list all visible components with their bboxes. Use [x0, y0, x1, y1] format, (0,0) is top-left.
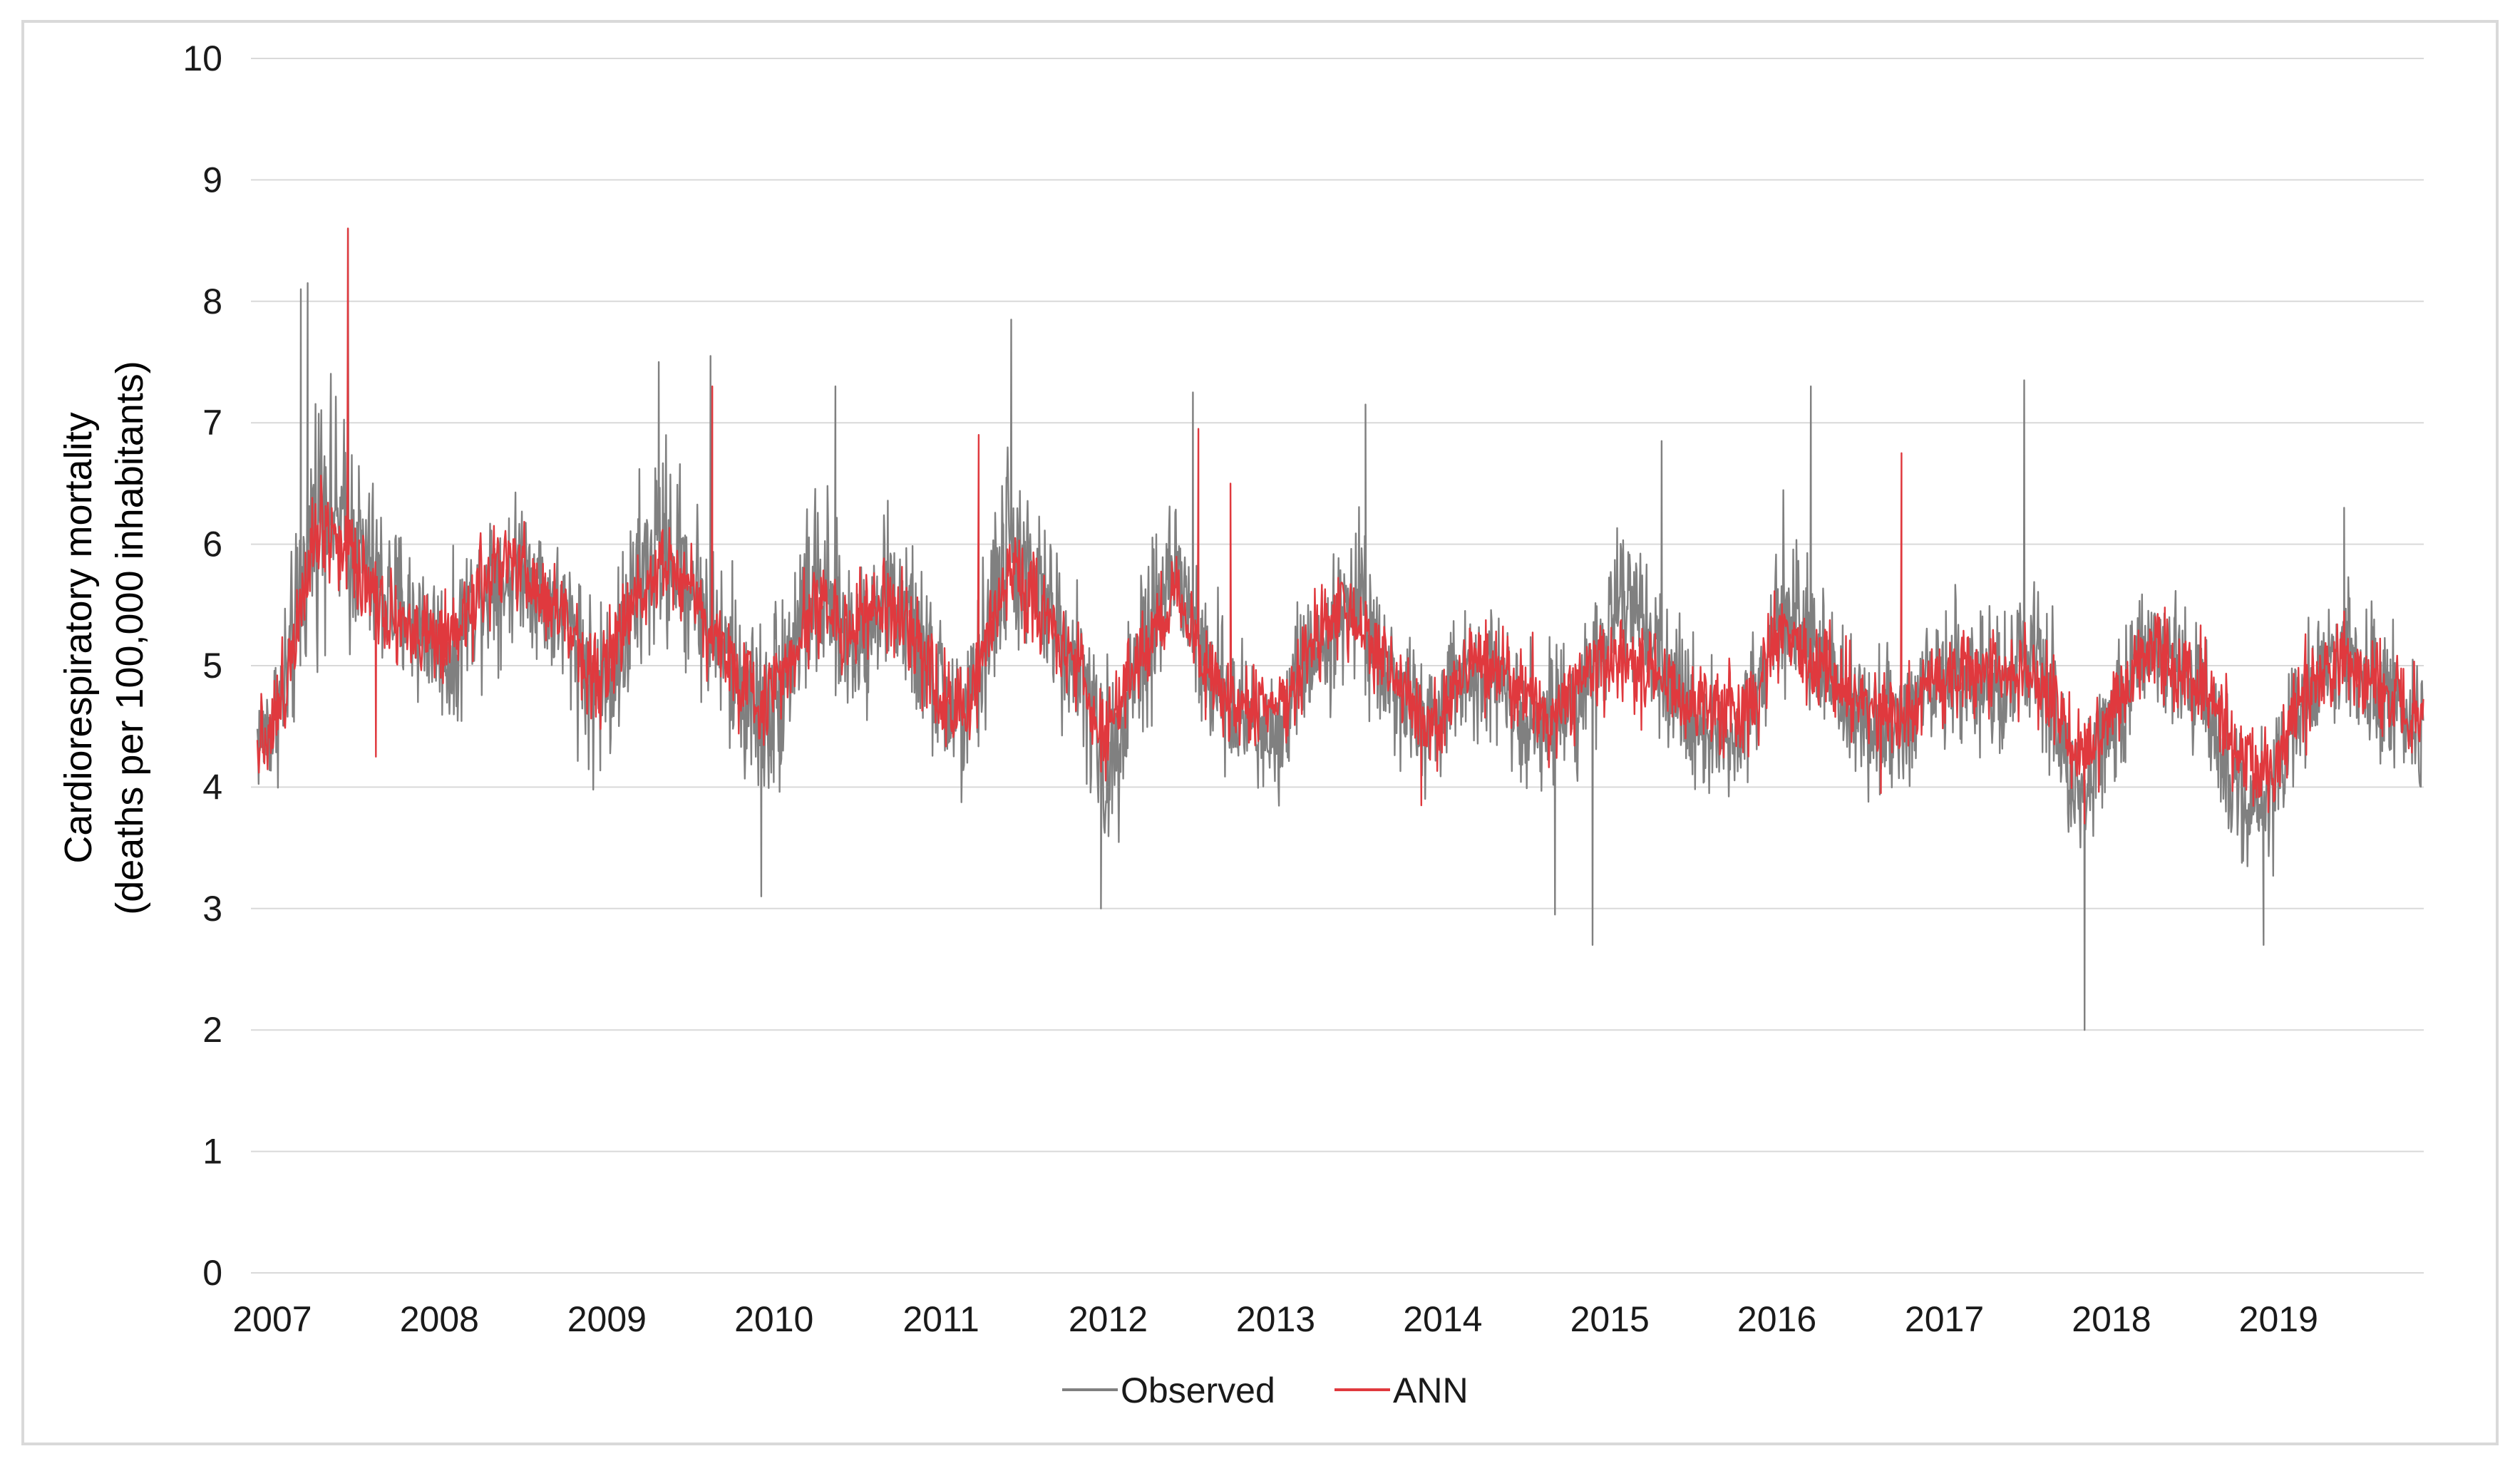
x-tick-label: 2016	[1737, 1299, 1816, 1339]
y-tick-label: 9	[202, 160, 222, 200]
x-axis-ticks: 2007 2008 2009 2010 2011 2012 2013 2014 2015 2016…	[232, 1299, 2318, 1339]
y-axis-label-line2: (deaths per 100,000 inhabitants)	[108, 361, 151, 915]
y-axis-label-line1: Cardiorespiratory mortality	[57, 412, 100, 863]
legend-ann-label: ANN	[1393, 1371, 1469, 1410]
x-tick-label: 2012	[1069, 1299, 1148, 1339]
x-tick-label: 2011	[902, 1299, 979, 1339]
y-tick-label: 6	[202, 525, 222, 564]
y-tick-label: 8	[202, 282, 222, 321]
x-tick-label: 2015	[1570, 1299, 1650, 1339]
gridlines	[251, 58, 2424, 1274]
y-tick-label: 4	[202, 767, 222, 807]
x-tick-label: 2018	[2072, 1299, 2151, 1339]
x-tick-label: 2014	[1403, 1299, 1482, 1339]
y-tick-label: 3	[202, 889, 222, 929]
series-line-observed	[256, 227, 2424, 1031]
x-tick-label: 2019	[2239, 1299, 2318, 1339]
y-tick-label: 1	[202, 1132, 222, 1172]
x-tick-label: 2008	[400, 1299, 479, 1339]
x-tick-label: 2007	[232, 1299, 312, 1339]
series-layer	[256, 227, 2424, 1031]
series-line-ann	[256, 227, 2424, 825]
x-tick-label: 2009	[567, 1299, 647, 1339]
legend-observed-label: Observed	[1121, 1371, 1275, 1410]
y-tick-label: 7	[202, 403, 222, 443]
x-tick-label: 2017	[1905, 1299, 1984, 1339]
y-tick-label: 5	[202, 646, 222, 686]
x-tick-label: 2013	[1236, 1299, 1315, 1339]
y-tick-label: 2	[202, 1010, 222, 1050]
y-axis-ticks: 0 1 2 3 4 5 6 7 8 9 10	[182, 38, 222, 1293]
x-tick-label: 2010	[734, 1299, 813, 1339]
y-tick-label: 0	[202, 1253, 222, 1293]
legend: Observed ANN	[1062, 1371, 1469, 1410]
y-tick-label: 10	[182, 38, 222, 78]
